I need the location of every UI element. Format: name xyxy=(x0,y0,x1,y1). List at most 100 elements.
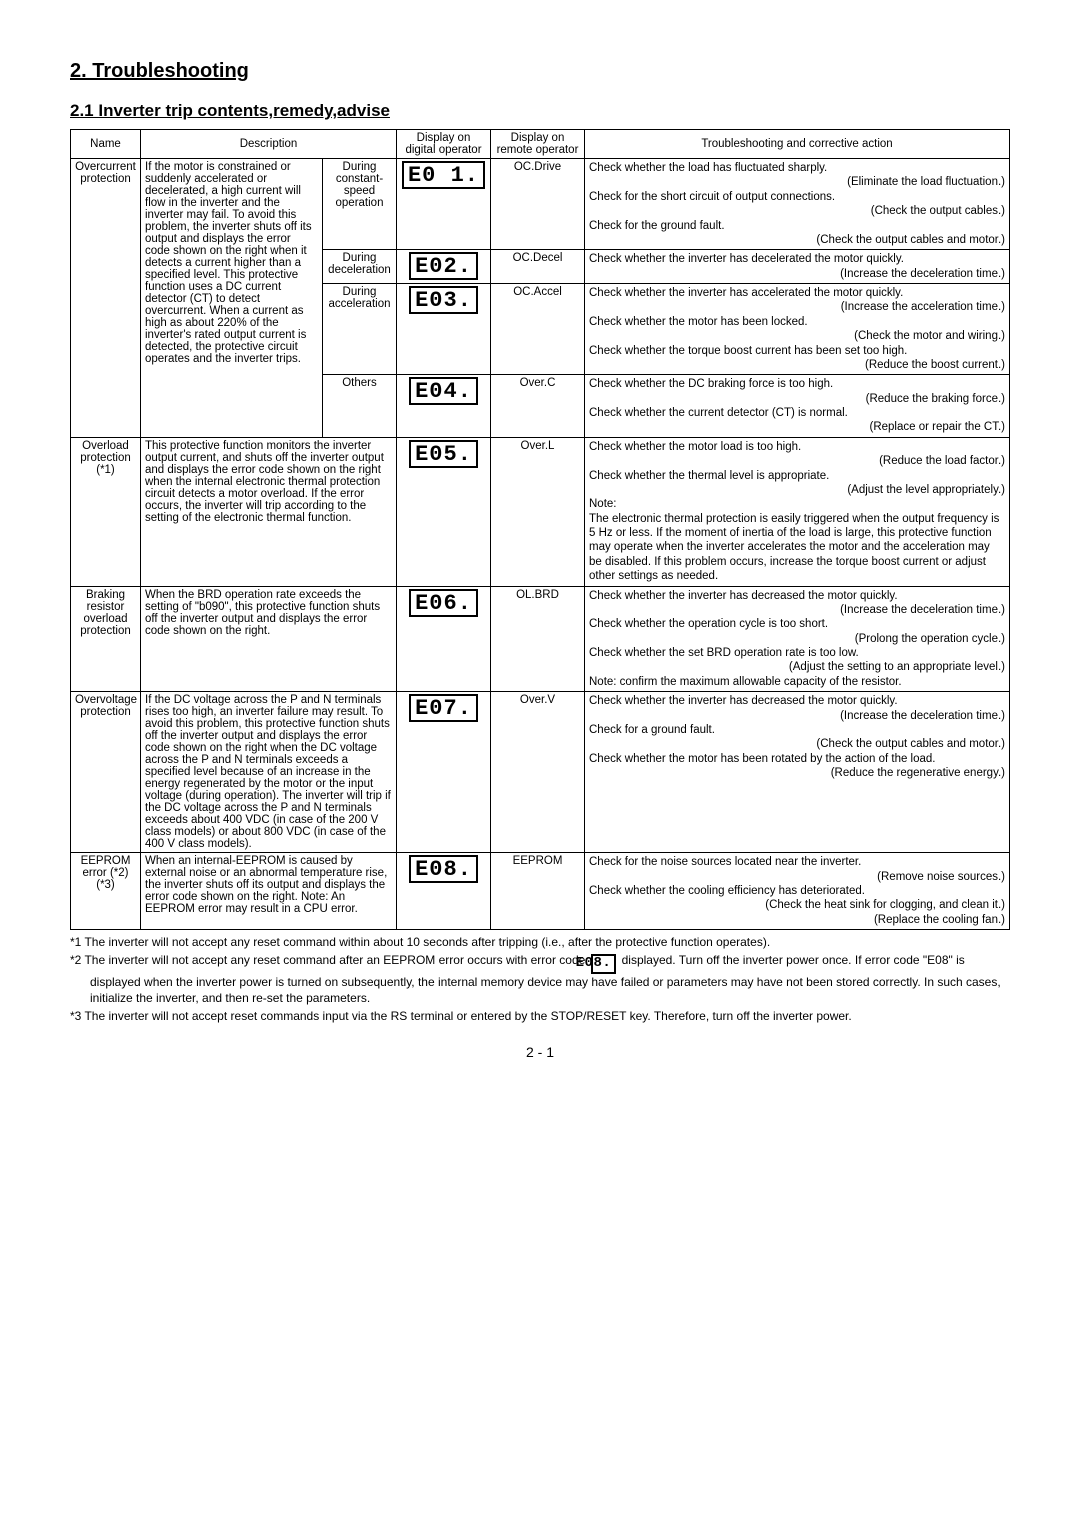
braking-l4: Note: confirm the maximum allowable capa… xyxy=(589,676,902,688)
cond-drive: During constant-speed operation xyxy=(323,159,397,250)
overload-note: Note: The electronic thermal protection … xyxy=(589,498,999,582)
overload-r2: (Adjust the level appropriately.) xyxy=(589,483,1005,497)
seg-e03-cell: E03. xyxy=(397,284,491,375)
desc-overload: This protective function monitors the in… xyxy=(141,437,397,586)
ov-r1: (Increase the deceleration time.) xyxy=(589,709,1005,723)
overc-l2: Check whether the current detector (CT) … xyxy=(589,407,848,419)
eeprom-l2: Check whether the cooling efficiency has… xyxy=(589,885,865,897)
overc-r1: (Reduce the braking force.) xyxy=(589,392,1005,406)
ocaccel-r3: (Reduce the boost current.) xyxy=(589,358,1005,372)
braking-r3: (Adjust the setting to an appropriate le… xyxy=(589,660,1005,674)
name-overload: Overload protection (*1) xyxy=(71,437,141,586)
overload-l2: Check whether the thermal level is appro… xyxy=(589,470,829,482)
th-name: Name xyxy=(71,130,141,159)
remote-overc: Over.C xyxy=(491,375,585,438)
seg-e08-inline-icon: E08. xyxy=(591,954,617,973)
eeprom-r1: (Remove noise sources.) xyxy=(589,870,1005,884)
ocdrive-l2: Check for the short circuit of output co… xyxy=(589,191,835,203)
remote-ocaccel: OC.Accel xyxy=(491,284,585,375)
desc-overvoltage: If the DC voltage across the P and N ter… xyxy=(141,692,397,853)
ocdrive-r2: (Check the output cables.) xyxy=(589,204,1005,218)
seg-e07-icon: E07. xyxy=(409,694,478,722)
name-overcurrent: Overcurrent protection xyxy=(71,159,141,438)
overload-r1: (Reduce the load factor.) xyxy=(589,454,1005,468)
seg-e01-icon: E0 1. xyxy=(402,161,485,189)
desc-eeprom: When an internal-EEPROM is caused by ext… xyxy=(141,853,397,930)
seg-e03-icon: E03. xyxy=(409,286,478,314)
footnote-2: *2 The inverter will not accept any rese… xyxy=(70,952,1010,1006)
ov-r2: (Check the output cables and motor.) xyxy=(589,737,1005,751)
name-eeprom: EEPROM error (*2) (*3) xyxy=(71,853,141,930)
seg-e02-icon: E02. xyxy=(409,252,478,280)
footnote-3: *3 The inverter will not accept reset co… xyxy=(70,1008,1010,1024)
trip-table: Name Description Display on digital oper… xyxy=(70,129,1010,930)
remote-overl: Over.L xyxy=(491,437,585,586)
th-display-digital: Display on digital operator xyxy=(397,130,491,159)
ocdrive-r1: (Eliminate the load fluctuation.) xyxy=(589,175,1005,189)
overload-l1: Check whether the motor load is too high… xyxy=(589,441,801,453)
seg-e08-icon: E08. xyxy=(409,855,478,883)
seg-e05-cell: E05. xyxy=(397,437,491,586)
footnote-1: *1 The inverter will not accept any rese… xyxy=(70,934,1010,950)
footnote-2a: *2 The inverter will not accept any rese… xyxy=(70,953,589,967)
row-overload: Overload protection (*1) This protective… xyxy=(71,437,1010,586)
row-overcurrent-drive: Overcurrent protection If the motor is c… xyxy=(71,159,1010,250)
row-overvoltage: Overvoltage protection If the DC voltage… xyxy=(71,692,1010,853)
seg-e04-cell: E04. xyxy=(397,375,491,438)
braking-l1: Check whether the inverter has decreased… xyxy=(589,590,898,602)
desc-overcurrent: If the motor is constrained or suddenly … xyxy=(141,159,323,438)
ov-l1: Check whether the inverter has decreased… xyxy=(589,695,898,707)
name-overvoltage: Overvoltage protection xyxy=(71,692,141,853)
ocaccel-r2: (Check the motor and wiring.) xyxy=(589,329,1005,343)
action-overvoltage: Check whether the inverter has decreased… xyxy=(585,692,1010,853)
ocdecel-l1: Check whether the inverter has decelerat… xyxy=(589,253,904,265)
seg-e07-cell: E07. xyxy=(397,692,491,853)
action-braking: Check whether the inverter has decreased… xyxy=(585,586,1010,692)
seg-e05-icon: E05. xyxy=(409,440,478,468)
name-braking: Braking resistor overload protection xyxy=(71,586,141,692)
section-title: 2. Troubleshooting xyxy=(70,60,1010,83)
eeprom-r2: (Check the heat sink for clogging, and c… xyxy=(589,898,1005,912)
th-action: Troubleshooting and corrective action xyxy=(585,130,1010,159)
eeprom-l1: Check for the noise sources located near… xyxy=(589,856,861,868)
ocdrive-l3: Check for the ground fault. xyxy=(589,220,725,232)
remote-olbrd: OL.BRD xyxy=(491,586,585,692)
seg-e06-icon: E06. xyxy=(409,589,478,617)
row-braking: Braking resistor overload protection Whe… xyxy=(71,586,1010,692)
seg-e06-cell: E06. xyxy=(397,586,491,692)
th-display-remote: Display on remote operator xyxy=(491,130,585,159)
action-eeprom: Check for the noise sources located near… xyxy=(585,853,1010,930)
overc-l1: Check whether the DC braking force is to… xyxy=(589,378,833,390)
braking-l2: Check whether the operation cycle is too… xyxy=(589,618,828,630)
remote-overv: Over.V xyxy=(491,692,585,853)
remote-eeprom: EEPROM xyxy=(491,853,585,930)
ocdrive-l1: Check whether the load has fluctuated sh… xyxy=(589,162,827,174)
overc-r2: (Replace or repair the CT.) xyxy=(589,420,1005,434)
ocaccel-l3: Check whether the torque boost current h… xyxy=(589,345,907,357)
th-description: Description xyxy=(141,130,397,159)
table-header-row: Name Description Display on digital oper… xyxy=(71,130,1010,159)
row-eeprom: EEPROM error (*2) (*3) When an internal-… xyxy=(71,853,1010,930)
seg-e04-icon: E04. xyxy=(409,377,478,405)
footnotes: *1 The inverter will not accept any rese… xyxy=(70,934,1010,1024)
action-overload: Check whether the motor load is too high… xyxy=(585,437,1010,586)
cond-others: Others xyxy=(323,375,397,438)
desc-braking: When the BRD operation rate exceeds the … xyxy=(141,586,397,692)
seg-e02-cell: E02. xyxy=(397,250,491,284)
subsection-title: 2.1 Inverter trip contents,remedy,advise xyxy=(70,101,1010,121)
seg-e08-cell: E08. xyxy=(397,853,491,930)
action-overc: Check whether the DC braking force is to… xyxy=(585,375,1010,438)
cond-decel: During deceleration xyxy=(323,250,397,284)
action-ocdrive: Check whether the load has fluctuated sh… xyxy=(585,159,1010,250)
ocdecel-r1: (Increase the deceleration time.) xyxy=(589,267,1005,281)
ocaccel-r1: (Increase the acceleration time.) xyxy=(589,300,1005,314)
eeprom-r3: (Replace the cooling fan.) xyxy=(589,913,1005,927)
page: 2. Troubleshooting 2.1 Inverter trip con… xyxy=(0,0,1080,1090)
ocdrive-r3: (Check the output cables and motor.) xyxy=(589,233,1005,247)
seg-e01-cell: E0 1. xyxy=(397,159,491,250)
cond-accel: During acceleration xyxy=(323,284,397,375)
ov-l2: Check for a ground fault. xyxy=(589,724,715,736)
page-number: 2 - 1 xyxy=(70,1044,1010,1060)
braking-r2: (Prolong the operation cycle.) xyxy=(589,632,1005,646)
remote-ocdecel: OC.Decel xyxy=(491,250,585,284)
